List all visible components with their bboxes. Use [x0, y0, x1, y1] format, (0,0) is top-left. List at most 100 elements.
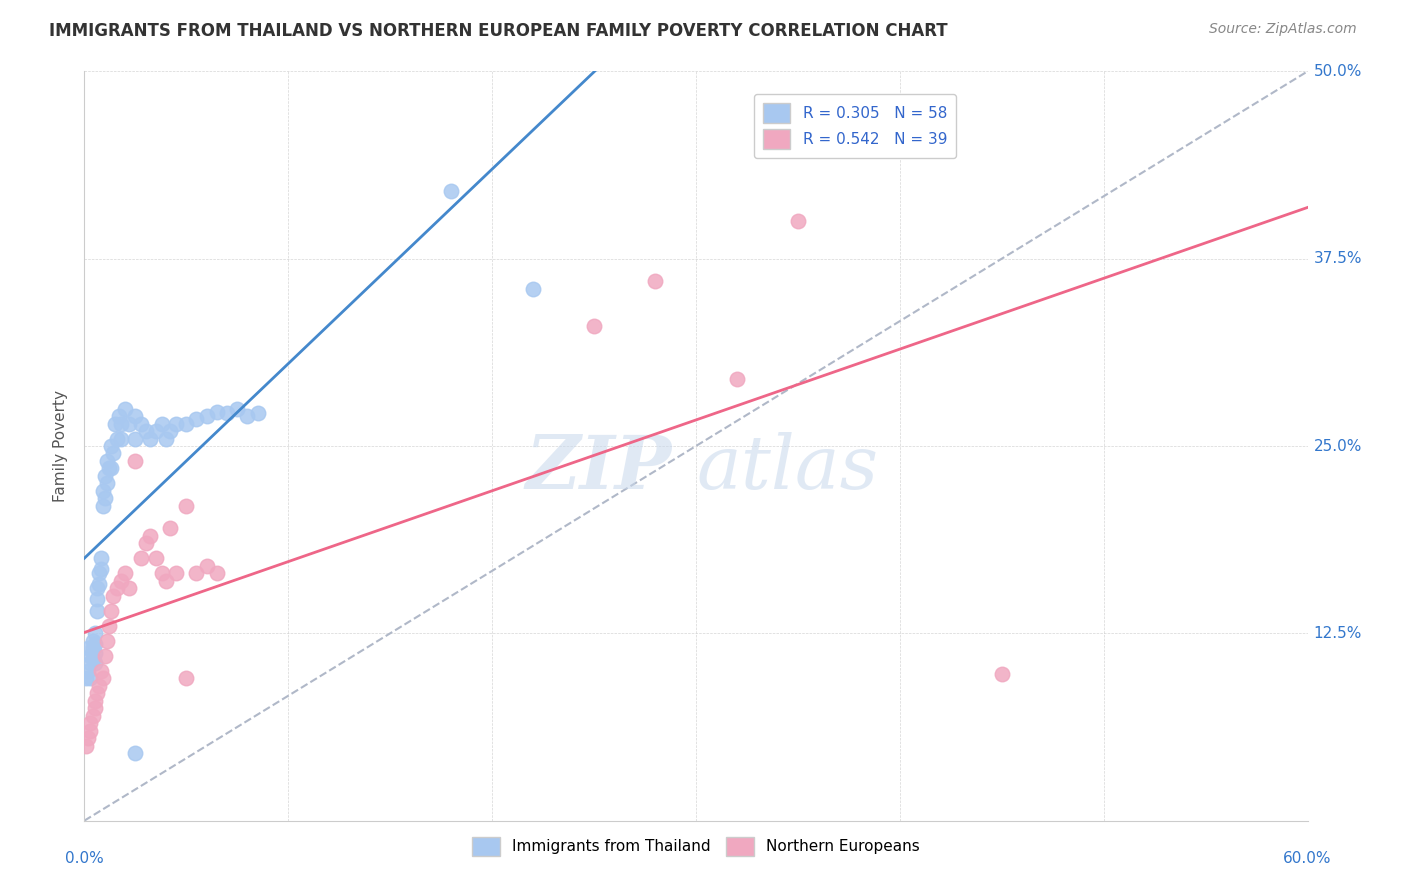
Point — [91, 483, 114, 498]
Point — [991, 666, 1014, 681]
Point — [77, 664, 100, 678]
Point — [138, 529, 160, 543]
Point — [145, 424, 167, 438]
Point — [79, 671, 101, 685]
Point — [205, 404, 228, 418]
Point — [82, 641, 104, 656]
Point — [93, 469, 115, 483]
Point — [83, 701, 105, 715]
Point — [205, 566, 228, 581]
Point — [186, 566, 208, 581]
Point — [108, 409, 131, 423]
Point — [787, 214, 810, 228]
Point — [97, 619, 120, 633]
Point — [150, 417, 173, 431]
Point — [131, 417, 153, 431]
Point — [79, 657, 101, 671]
Text: Source: ZipAtlas.com: Source: ZipAtlas.com — [1209, 22, 1357, 37]
Point — [90, 664, 112, 678]
Point — [174, 417, 197, 431]
Point — [124, 746, 146, 760]
Point — [165, 566, 187, 581]
Point — [155, 574, 177, 588]
Point — [131, 551, 153, 566]
Point — [100, 461, 122, 475]
Point — [114, 401, 136, 416]
Point — [93, 648, 115, 663]
Point — [97, 461, 120, 475]
Text: 50.0%: 50.0% — [1313, 64, 1362, 78]
Point — [86, 686, 108, 700]
Point — [83, 626, 105, 640]
Legend: Immigrants from Thailand, Northern Europeans: Immigrants from Thailand, Northern Europ… — [463, 828, 929, 865]
Point — [75, 739, 97, 753]
Point — [186, 412, 208, 426]
Point — [118, 582, 141, 596]
Point — [83, 637, 105, 651]
Point — [118, 417, 141, 431]
Point — [165, 417, 187, 431]
Point — [86, 591, 108, 606]
Point — [90, 551, 112, 566]
Point — [110, 417, 132, 431]
Point — [82, 633, 104, 648]
Point — [87, 577, 110, 591]
Point — [82, 652, 104, 666]
Point — [86, 582, 108, 596]
Point — [217, 406, 239, 420]
Point — [145, 551, 167, 566]
Point — [124, 409, 146, 423]
Point — [75, 671, 97, 685]
Text: 25.0%: 25.0% — [1313, 439, 1362, 453]
Text: 60.0%: 60.0% — [1284, 851, 1331, 865]
Point — [246, 406, 269, 420]
Point — [105, 432, 128, 446]
Point — [159, 521, 181, 535]
Point — [135, 536, 157, 550]
Point — [100, 604, 122, 618]
Point — [77, 641, 100, 656]
Text: 0.0%: 0.0% — [65, 851, 104, 865]
Point — [114, 566, 136, 581]
Point — [110, 574, 132, 588]
Point — [226, 401, 249, 416]
Text: atlas: atlas — [696, 433, 879, 505]
Text: 12.5%: 12.5% — [1313, 626, 1362, 640]
Point — [101, 446, 124, 460]
Point — [96, 454, 118, 468]
Point — [174, 671, 197, 685]
Point — [79, 648, 101, 663]
Point — [522, 282, 544, 296]
Point — [104, 417, 127, 431]
Point — [138, 432, 160, 446]
Point — [236, 409, 259, 423]
Point — [135, 424, 157, 438]
Point — [174, 499, 197, 513]
Point — [195, 558, 218, 573]
Point — [83, 657, 105, 671]
Point — [195, 409, 218, 423]
Point — [101, 589, 124, 603]
Point — [440, 184, 463, 198]
Point — [86, 604, 108, 618]
Y-axis label: Family Poverty: Family Poverty — [53, 390, 69, 502]
Text: IMMIGRANTS FROM THAILAND VS NORTHERN EUROPEAN FAMILY POVERTY CORRELATION CHART: IMMIGRANTS FROM THAILAND VS NORTHERN EUR… — [49, 22, 948, 40]
Text: 37.5%: 37.5% — [1313, 252, 1362, 266]
Point — [79, 723, 101, 738]
Point — [87, 566, 110, 581]
Text: ZIP: ZIP — [526, 433, 672, 505]
Point — [83, 646, 105, 660]
Point — [79, 716, 101, 731]
Point — [82, 708, 104, 723]
Point — [110, 432, 132, 446]
Point — [725, 371, 748, 385]
Point — [93, 491, 115, 506]
Point — [644, 274, 666, 288]
Point — [105, 582, 128, 596]
Point — [124, 454, 146, 468]
Point — [90, 562, 112, 576]
Point — [100, 439, 122, 453]
Point — [159, 424, 181, 438]
Point — [96, 476, 118, 491]
Point — [150, 566, 173, 581]
